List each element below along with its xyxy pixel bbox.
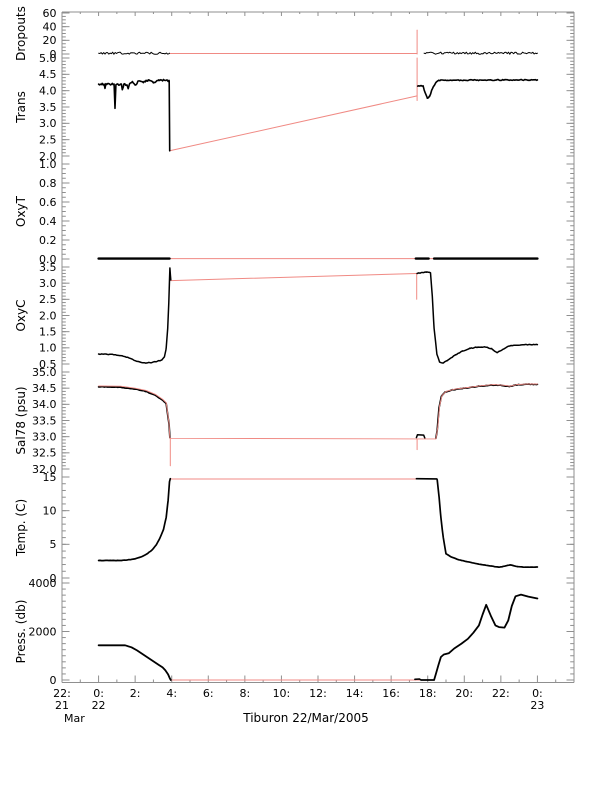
oxyt-y-tick-label: 1.0	[39, 158, 57, 171]
oxyt-axis-label: OxyT	[14, 195, 28, 227]
sal78-measured-series	[436, 384, 538, 438]
x-tick-label: 20:	[455, 687, 473, 700]
temp-axis-label: Temp. (C)	[14, 499, 28, 557]
sal78-y-tick-label: 32.5	[32, 447, 57, 460]
sal78-axis-label: Sal78 (psu)	[14, 386, 28, 454]
oxyc-measured-series	[99, 268, 171, 363]
trans-interpolated-series	[170, 96, 417, 151]
oxyc-y-tick-label: 2.5	[39, 293, 57, 306]
temp-y-tick-label: 10	[43, 504, 57, 517]
press-axis-label: Press. (db)	[14, 600, 28, 664]
trans-y-tick-label: 2.5	[39, 133, 57, 146]
x-date-label: 23	[530, 699, 544, 712]
dropouts-axis-label: Dropouts	[14, 6, 28, 61]
trans-y-tick-label: 4.5	[39, 68, 57, 81]
x-date-label: 22	[92, 699, 106, 712]
sal78-measured-series	[99, 387, 170, 438]
oxyt-y-tick-label: 0.8	[39, 177, 57, 190]
sal78-y-tick-label: 33.0	[32, 430, 57, 443]
sal78-y-tick-label: 35.0	[32, 366, 57, 379]
dropouts-measured-series	[424, 52, 537, 54]
oxyc-y-tick-label: 3.5	[39, 261, 57, 274]
sal78-y-tick-label: 33.5	[32, 414, 57, 427]
press-measured-series	[99, 645, 171, 680]
oxyc-y-tick-label: 2.0	[39, 309, 57, 322]
oxyc-interpolated-series	[171, 274, 417, 281]
dropouts-y-tick-label: 40	[43, 20, 57, 33]
temp-y-tick-label: 15	[43, 471, 57, 484]
oxyc-y-tick-label: 1.0	[39, 342, 57, 355]
oxyt-y-tick-label: 0.4	[39, 215, 57, 228]
dropouts-y-tick-label: 60	[43, 7, 57, 20]
press-measured-series	[415, 679, 421, 680]
oxyc-y-tick-label: 1.5	[39, 325, 57, 338]
oxyc-axis-label: OxyC	[14, 299, 28, 331]
oxyt-y-tick-label: 0.6	[39, 196, 57, 209]
sal78-y-tick-label: 34.5	[32, 382, 57, 395]
month-label: Mar	[64, 712, 85, 725]
dropouts-y-tick-label: 20	[43, 34, 57, 47]
press-y-tick-label: 0	[50, 674, 57, 687]
trans-y-tick-label: 5.0	[39, 52, 57, 65]
trans-measured-series	[99, 80, 170, 151]
temp-y-tick-label: 5	[50, 538, 57, 551]
x-tick-label: 4:	[166, 687, 177, 700]
trans-y-tick-label: 3.0	[39, 117, 57, 130]
x-tick-label: 12:	[309, 687, 327, 700]
dropouts-measured-series	[99, 52, 170, 54]
trans-y-tick-label: 3.5	[39, 101, 57, 114]
x-tick-label: 8:	[239, 687, 250, 700]
x-tick-label: 10:	[273, 687, 291, 700]
trans-y-tick-label: 4.0	[39, 84, 57, 97]
oxyc-y-tick-label: 3.0	[39, 277, 57, 290]
x-tick-label: 2:	[130, 687, 141, 700]
sal78-y-tick-label: 34.0	[32, 398, 57, 411]
trans-axis-label: Trans	[14, 91, 28, 124]
press-y-tick-label: 2000	[29, 625, 57, 638]
x-tick-label: 6:	[203, 687, 214, 700]
sal78-interpolated-series	[99, 384, 538, 439]
press-y-tick-label: 4000	[29, 577, 57, 590]
oxyc-measured-series	[417, 272, 537, 363]
plot-title: Tiburon 22/Mar/2005	[242, 711, 368, 725]
oxyt-y-tick-label: 0.2	[39, 234, 57, 247]
temp-measured-series	[437, 480, 537, 568]
temp-measured-series	[99, 479, 171, 561]
x-tick-label: 22:	[492, 687, 510, 700]
x-tick-label: 18:	[419, 687, 437, 700]
x-date-label: 21	[55, 699, 69, 712]
sal78-measured-series	[416, 435, 424, 438]
press-measured-series	[421, 595, 537, 680]
trans-measured-series	[418, 80, 538, 99]
x-tick-label: 14:	[346, 687, 364, 700]
x-tick-label: 16:	[382, 687, 400, 700]
